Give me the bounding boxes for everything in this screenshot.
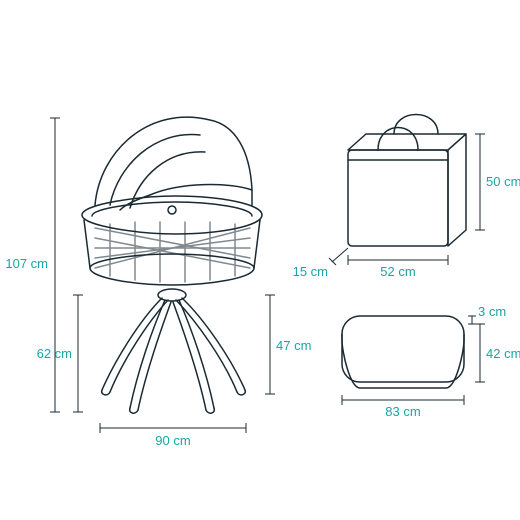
mattress-dimensions: 3 cm 42 cm 83 cm <box>342 304 520 419</box>
bassinet-stand-outer-label: 62 cm <box>37 346 72 361</box>
bag-depth-label: 15 cm <box>293 264 328 279</box>
mattress-width-label: 83 cm <box>385 404 420 419</box>
bag-dimensions: 50 cm 52 cm 15 cm <box>293 134 520 279</box>
bassinet-total-height-label: 107 cm <box>5 256 48 271</box>
bassinet-outline <box>82 117 262 413</box>
bag-height-label: 50 cm <box>486 174 520 189</box>
bassinet-dimensions: 107 cm 62 cm 47 cm 90 cm <box>5 118 311 448</box>
bag-outline <box>348 115 466 247</box>
mattress-height-label: 42 cm <box>486 346 520 361</box>
mattress-outline <box>342 316 464 390</box>
bassinet-leg-height-label: 47 cm <box>276 338 311 353</box>
bassinet-width-label: 90 cm <box>155 433 190 448</box>
bag-width-label: 52 cm <box>380 264 415 279</box>
mattress-thickness-label: 3 cm <box>478 304 506 319</box>
dimensions-diagram: 107 cm 62 cm 47 cm 90 cm 50 c <box>0 0 520 520</box>
